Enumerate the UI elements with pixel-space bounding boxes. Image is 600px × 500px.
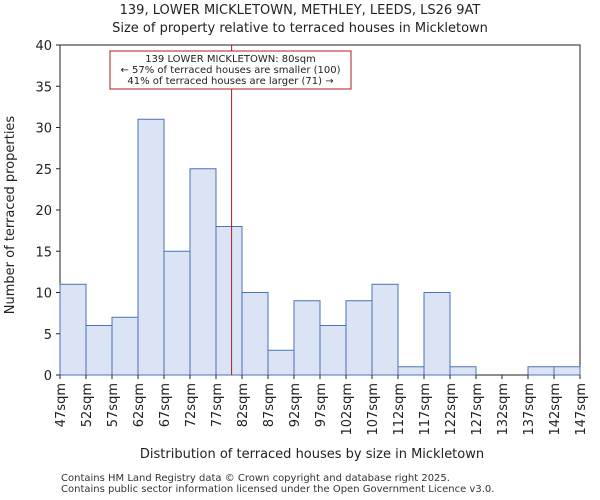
marker-annotation-line: ← 57% of terraced houses are smaller (10… bbox=[120, 65, 340, 76]
y-tick-label: 40 bbox=[35, 39, 52, 54]
x-tick-label: 47sqm bbox=[54, 383, 69, 427]
y-tick-label: 25 bbox=[35, 163, 52, 178]
bar-52sqm bbox=[85, 325, 113, 376]
x-tick-label: 57sqm bbox=[106, 383, 121, 427]
x-tick-label: 77sqm bbox=[210, 383, 225, 427]
y-tick-label: 20 bbox=[35, 204, 52, 219]
bar-62sqm bbox=[137, 118, 165, 376]
property-marker: 139 LOWER MICKLETOWN: 80sqm← 57% of terr… bbox=[109, 45, 352, 375]
x-tick-label: 87sqm bbox=[262, 383, 277, 427]
x-tick-label: 142sqm bbox=[548, 383, 563, 436]
bar-82sqm bbox=[241, 292, 269, 376]
footer-copyright: Contains HM Land Registry data © Crown c… bbox=[61, 473, 450, 484]
bar-102sqm bbox=[345, 300, 373, 376]
x-tick-label: 147sqm bbox=[574, 383, 589, 436]
bar-57sqm bbox=[111, 316, 139, 376]
bar-117sqm bbox=[423, 292, 451, 376]
bar-107sqm bbox=[371, 283, 399, 376]
x-axis-ticks: 47sqm 52sqm 57sqm 62sqm 67sqm 72sqm 77sqm 82sqm… bbox=[54, 375, 589, 436]
chart-title-line2: Size of property relative to terraced ho… bbox=[112, 21, 488, 36]
bar-77sqm bbox=[215, 226, 243, 376]
y-tick-label: 15 bbox=[35, 245, 52, 260]
x-tick-label: 107sqm bbox=[366, 383, 381, 436]
y-tick-label: 0 bbox=[44, 369, 52, 384]
x-tick-label: 97sqm bbox=[314, 383, 329, 427]
bar-137sqm bbox=[527, 366, 555, 376]
bar-47sqm bbox=[59, 283, 87, 376]
bar-142sqm bbox=[553, 366, 581, 376]
chart-title-line1: 139, LOWER MICKLETOWN, METHLEY, LEEDS, L… bbox=[120, 3, 481, 18]
y-tick-label: 35 bbox=[35, 80, 52, 95]
x-tick-label: 52sqm bbox=[80, 383, 95, 427]
marker-annotation-line: 41% of terraced houses are larger (71) → bbox=[127, 76, 333, 87]
bar-72sqm bbox=[189, 168, 217, 376]
y-tick-label: 10 bbox=[35, 287, 52, 302]
bar-87sqm bbox=[267, 349, 295, 376]
x-tick-label: 72sqm bbox=[184, 383, 199, 427]
y-axis-ticks: 0 5 10 15 20 25 30 35 40 bbox=[35, 39, 60, 384]
x-tick-label: 82sqm bbox=[236, 383, 251, 427]
bar-97sqm bbox=[319, 325, 347, 376]
marker-annotation-box bbox=[109, 50, 352, 90]
x-tick-label: 137sqm bbox=[522, 383, 537, 436]
footer-licence: Contains public sector information licen… bbox=[61, 484, 495, 495]
y-axis-label: Number of terraced properties bbox=[3, 116, 18, 315]
x-tick-label: 62sqm bbox=[132, 383, 147, 427]
x-tick-label: 122sqm bbox=[444, 383, 459, 436]
x-axis-label: Distribution of terraced houses by size … bbox=[140, 447, 484, 462]
x-tick-label: 112sqm bbox=[392, 383, 407, 436]
y-tick-label: 5 bbox=[44, 328, 52, 343]
x-tick-label: 117sqm bbox=[418, 383, 433, 436]
bar-67sqm bbox=[163, 250, 191, 376]
x-tick-label: 132sqm bbox=[496, 383, 511, 436]
plot-area bbox=[59, 44, 581, 376]
bar-112sqm bbox=[397, 366, 425, 376]
bar-92sqm bbox=[293, 300, 321, 376]
x-tick-label: 67sqm bbox=[158, 383, 173, 427]
x-tick-label: 127sqm bbox=[470, 383, 485, 436]
x-tick-label: 102sqm bbox=[340, 383, 355, 436]
y-tick-label: 30 bbox=[35, 122, 52, 137]
bar-122sqm bbox=[449, 366, 477, 376]
marker-annotation-line: 139 LOWER MICKLETOWN: 80sqm bbox=[145, 54, 316, 65]
x-tick-label: 92sqm bbox=[288, 383, 303, 427]
